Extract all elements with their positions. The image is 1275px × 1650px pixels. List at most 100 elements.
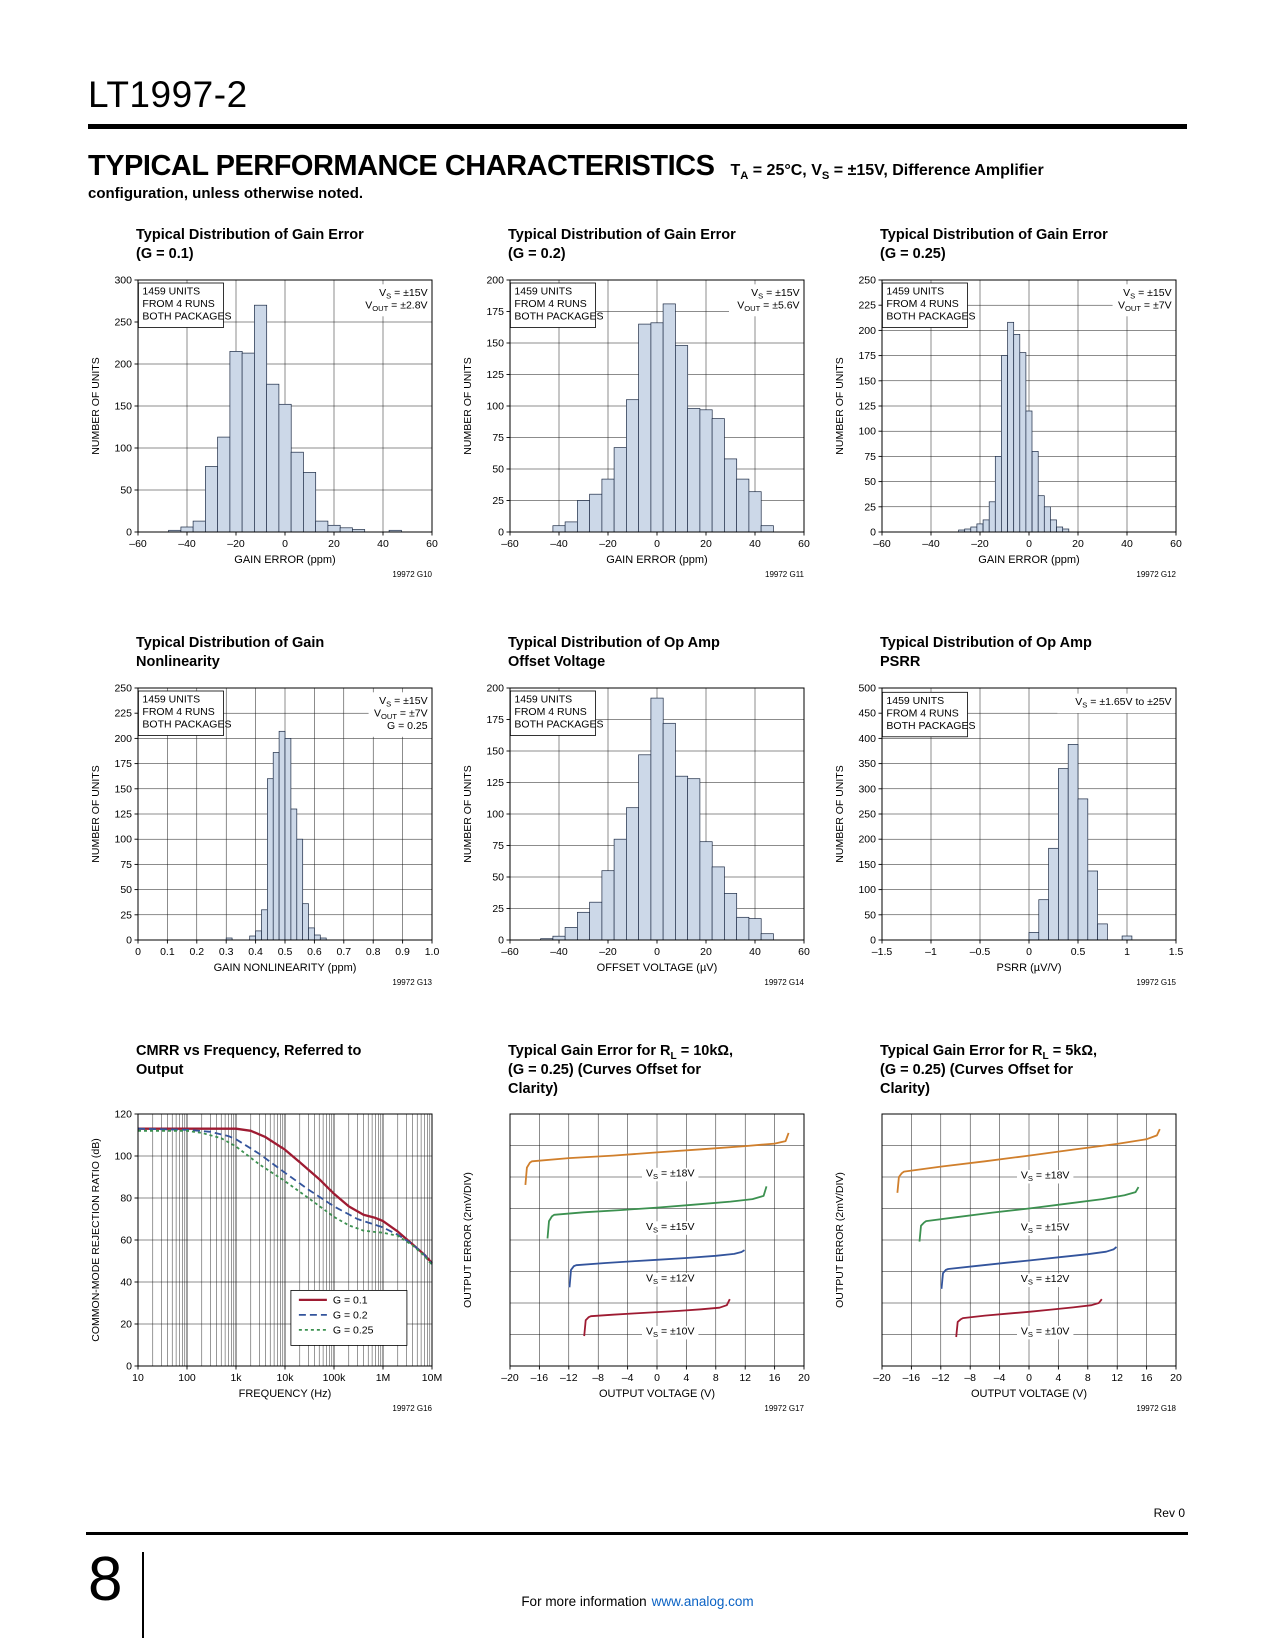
chart-title: Typical Distribution of Op Amp PSRR (880, 635, 1092, 671)
annotation-box (1112, 284, 1176, 317)
svg-text:100k: 100k (323, 1372, 347, 1384)
svg-text:20: 20 (700, 538, 712, 550)
x-tick-labels: –20 –16 –12 –8 –4 0 4 8 12 16 20 (873, 1372, 1182, 1384)
y-axis-label: NUMBER OF UNITS (834, 357, 846, 454)
svg-text:25: 25 (864, 501, 876, 513)
svg-text:100: 100 (114, 834, 132, 846)
x-tick-labels: –60 –40 –20 0 20 40 60 (873, 538, 1182, 550)
x-tick-labels: 0 0.1 0.2 0.3 0.4 0.5 0.6 0.7 0.8 0.9 1.0 (135, 946, 439, 958)
annotation-box (882, 282, 968, 328)
svg-text:–60: –60 (129, 538, 147, 550)
annotation-text: VS = ±1.65V to ±25V (1075, 696, 1171, 710)
series-line (918, 1186, 1140, 1242)
svg-text:0.2: 0.2 (189, 946, 204, 958)
y-axis-label: OUTPUT ERROR (2mV/DIV) (462, 1172, 474, 1308)
histogram-bars (958, 321, 1070, 533)
svg-text:60: 60 (426, 538, 438, 550)
svg-text:75: 75 (120, 859, 132, 871)
chart-gain-error-rl-5k: Typical Gain Error for RL = 5kΩ, (G = 0.2… (830, 1042, 1190, 1444)
chart-code: 19972 G14 (764, 978, 804, 987)
svg-text:450: 450 (858, 708, 876, 720)
test-conditions-line2: configuration, unless otherwise noted. (88, 185, 364, 202)
annotation-text: 1459 UNITS (886, 695, 944, 707)
part-number: LT1997-2 (88, 74, 248, 115)
svg-text:–1: –1 (925, 946, 937, 958)
svg-text:–20: –20 (599, 946, 617, 958)
svg-text:1k: 1k (230, 1372, 242, 1384)
revision-label: Rev 0 (1153, 1506, 1185, 1520)
legend-label: G = 0.25 (333, 1324, 374, 1336)
chart-cmrr-vs-frequency: CMRR vs Frequency, Referred to Output 10 1… (86, 1042, 446, 1444)
svg-text:100: 100 (178, 1372, 196, 1384)
series-line (138, 1129, 433, 1266)
svg-text:175: 175 (486, 714, 504, 726)
svg-text:–8: –8 (964, 1372, 976, 1384)
svg-text:20: 20 (120, 1319, 132, 1331)
y-axis-label: NUMBER OF UNITS (834, 765, 846, 862)
svg-text:20: 20 (700, 946, 712, 958)
series-label: VS = ±18V (646, 1167, 695, 1181)
svg-text:175: 175 (486, 306, 504, 318)
svg-text:0: 0 (654, 538, 660, 550)
chart-gain-error-g0-1: Typical Distribution of Gain Error (G = 0… (86, 226, 446, 610)
series-line (955, 1298, 1103, 1338)
svg-text:0: 0 (126, 1361, 132, 1373)
annotation-text: BOTH PACKAGES (886, 720, 975, 732)
svg-text:0: 0 (870, 935, 876, 947)
footer-text: For more information (521, 1594, 647, 1609)
svg-text:175: 175 (114, 758, 132, 770)
annotation-text: BOTH PACKAGES (142, 719, 231, 731)
y-axis-label: OUTPUT ERROR (2mV/DIV) (834, 1172, 846, 1308)
svg-text:16: 16 (1141, 1372, 1153, 1384)
svg-text:250: 250 (114, 683, 132, 695)
svg-text:–40: –40 (922, 538, 940, 550)
svg-text:–16: –16 (903, 1372, 921, 1384)
annotation-text: G = 0.25 (387, 720, 428, 732)
analog-com-link[interactable]: www.analog.com (651, 1594, 754, 1609)
y-axis-label: COMMON-MODE REJECTION RATIO (dB) (90, 1138, 102, 1341)
series-label: VS = ±12V (646, 1273, 695, 1287)
svg-text:1.0: 1.0 (425, 946, 440, 958)
histogram-bars (168, 304, 402, 533)
svg-text:0.4: 0.4 (248, 946, 263, 958)
svg-text:0: 0 (654, 946, 660, 958)
series-line (583, 1298, 731, 1337)
x-axis-label: GAIN ERROR (ppm) (234, 554, 335, 566)
svg-text:200: 200 (486, 275, 504, 287)
y-axis-label: NUMBER OF UNITS (90, 357, 102, 454)
footer-info: For more information www.analog.com (0, 1594, 1275, 1609)
chart-title: Typical Distribution of Gain Error (G = 0… (880, 227, 1108, 263)
svg-text:40: 40 (120, 1277, 132, 1289)
svg-text:50: 50 (120, 485, 132, 497)
x-tick-labels: –60 –40 –20 0 20 40 60 (501, 538, 810, 550)
annotation-text: VS = ±15V (379, 287, 428, 301)
svg-text:100: 100 (486, 809, 504, 821)
svg-text:50: 50 (492, 872, 504, 884)
svg-text:225: 225 (114, 708, 132, 720)
y-tick-labels: 0 50 100 150 200 250 300 (114, 275, 132, 539)
svg-text:0.8: 0.8 (366, 946, 381, 958)
charts-grid: Typical Distribution of Gain Error (G = 0… (86, 226, 1190, 1444)
svg-text:75: 75 (864, 451, 876, 463)
svg-text:8: 8 (1085, 1372, 1091, 1384)
chart-code: 19972 G13 (392, 978, 432, 987)
y-tick-labels: 0 25 50 75 100 125 150 175 200 225 250 (858, 275, 876, 539)
x-tick-labels: –20 –16 –12 –8 –4 0 4 8 12 16 20 (501, 1372, 810, 1384)
svg-text:75: 75 (492, 840, 504, 852)
svg-text:0.9: 0.9 (395, 946, 410, 958)
svg-text:0: 0 (1026, 538, 1032, 550)
svg-text:–60: –60 (501, 946, 519, 958)
svg-text:–20: –20 (599, 538, 617, 550)
header-rule (88, 124, 1187, 129)
chart-title: Typical Distribution of Op Amp Offset Vol… (508, 635, 720, 671)
annotation-text: BOTH PACKAGES (142, 311, 231, 323)
svg-text:0: 0 (654, 1372, 660, 1384)
svg-text:60: 60 (798, 538, 810, 550)
annotation-text: VOUT = ±7V (1118, 299, 1172, 313)
svg-text:25: 25 (492, 495, 504, 507)
svg-text:150: 150 (858, 859, 876, 871)
annotation-box (1057, 693, 1176, 714)
legend-label: G = 0.2 (333, 1309, 368, 1321)
svg-text:8: 8 (713, 1372, 719, 1384)
